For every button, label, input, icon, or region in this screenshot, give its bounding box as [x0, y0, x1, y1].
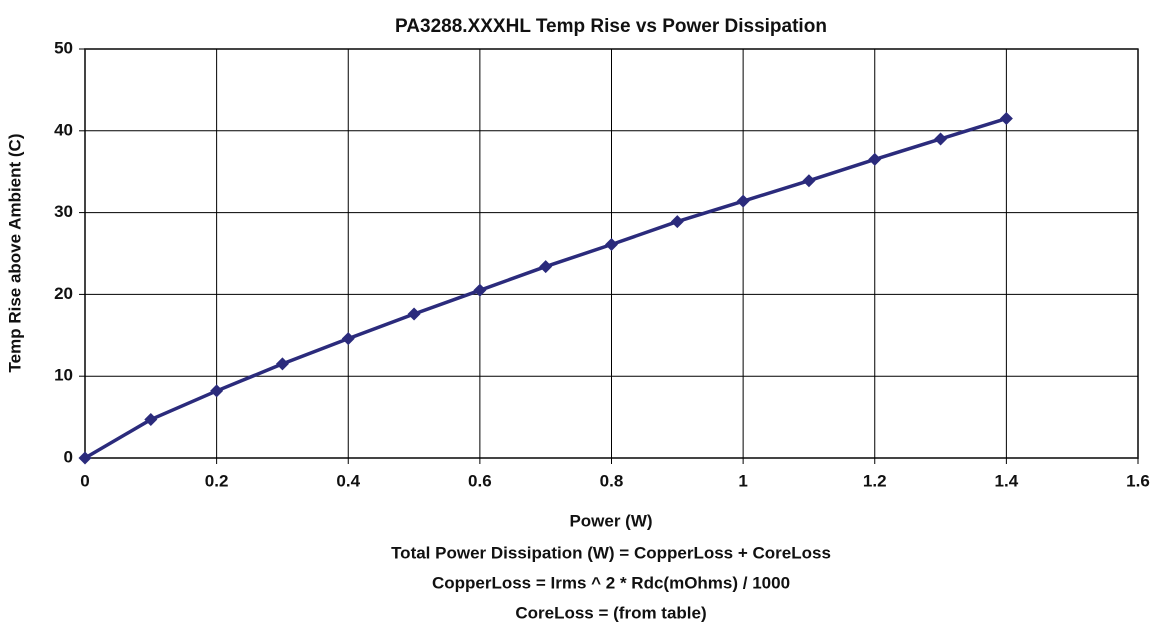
y-tick-label: 40 — [54, 120, 73, 139]
marker — [802, 174, 816, 188]
x-tick-label: 0.2 — [205, 471, 229, 490]
marker — [473, 283, 487, 297]
annotation: CoreLoss = (from table) — [515, 603, 706, 622]
annotation: CopperLoss = Irms ^ 2 * Rdc(mOhms) / 100… — [432, 573, 790, 592]
x-tick-label: 1 — [738, 471, 747, 490]
x-tick-label: 0.6 — [468, 471, 492, 490]
y-tick-label: 30 — [54, 202, 73, 221]
marker — [605, 238, 618, 252]
chart-title: PA3288.XXXHL Temp Rise vs Power Dissipat… — [395, 16, 827, 37]
y-axis-label: Temp Rise above Ambient (C) — [5, 134, 24, 373]
y-tick-label: 20 — [54, 284, 73, 303]
marker — [670, 215, 684, 229]
marker — [539, 260, 553, 274]
x-tick-label: 1.2 — [863, 471, 887, 490]
marker — [407, 307, 421, 321]
x-tick-label: 1.4 — [995, 471, 1019, 490]
marker — [934, 132, 948, 146]
marker — [736, 194, 750, 208]
marker — [78, 451, 92, 465]
marker — [210, 384, 224, 398]
y-tick-label: 50 — [54, 38, 73, 57]
marker — [144, 413, 158, 427]
x-tick-label: 1.6 — [1126, 471, 1150, 490]
marker — [999, 112, 1013, 126]
x-axis-label: Power (W) — [569, 511, 652, 530]
marker — [275, 357, 289, 371]
x-tick-label: 0.8 — [600, 471, 624, 490]
annotation: Total Power Dissipation (W) = CopperLoss… — [391, 543, 831, 562]
marker — [868, 152, 882, 166]
x-tick-label: 0 — [80, 471, 89, 490]
marker — [341, 332, 355, 346]
y-tick-label: 0 — [64, 447, 73, 466]
x-tick-label: 0.4 — [336, 471, 360, 490]
y-tick-label: 10 — [54, 366, 73, 385]
